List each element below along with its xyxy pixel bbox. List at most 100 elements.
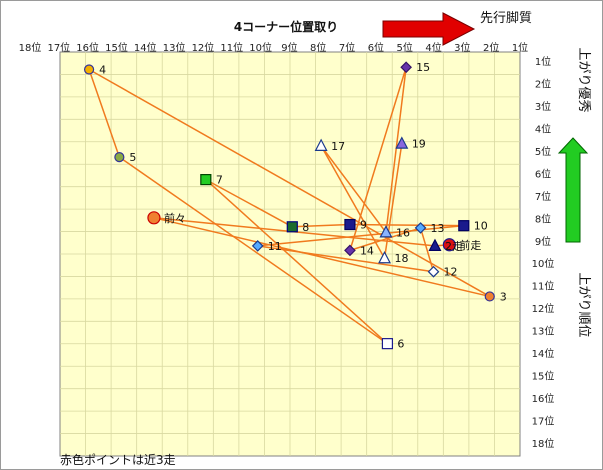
- point-label: 19: [412, 138, 426, 151]
- green-arrow-shape: [557, 137, 589, 243]
- point-label: 11: [268, 240, 282, 253]
- y-tick-label: 16位: [532, 392, 555, 405]
- point-marker-3: [484, 291, 495, 302]
- y-tick-label: 12位: [532, 302, 555, 315]
- point-label: 12: [444, 266, 458, 279]
- point-marker-11: [251, 240, 264, 252]
- arrow-top-label: 先行脚質: [480, 10, 532, 26]
- x-tick-label: 6位: [368, 41, 384, 54]
- x-tick-label: 3位: [454, 41, 470, 54]
- point-marker-17: [314, 138, 328, 151]
- x-tick-label: 4位: [425, 41, 441, 54]
- connection-line: [320, 145, 386, 259]
- point-label: 前走: [459, 238, 481, 252]
- y-tick-label: 4位: [535, 122, 551, 135]
- point-label: 16: [396, 226, 410, 239]
- connection-line: [383, 143, 403, 259]
- connection-line: [153, 217, 490, 298]
- y-tick-label: 5位: [535, 145, 551, 158]
- arrow-right-up-label: 上がり優秀: [576, 47, 591, 112]
- x-tick-labels: 18位 17位 16位 15位 14位 13位 12位 11位 10位 9位 8位 7位 6位 5位 4位 3…: [19, 41, 529, 54]
- point-label: 6: [397, 338, 404, 351]
- y-tick-label: 14位: [532, 347, 555, 360]
- point-label: 2走: [445, 240, 463, 253]
- point-label: 4: [99, 63, 106, 76]
- point-label: 17: [331, 140, 345, 153]
- point-marker-7: [200, 174, 212, 186]
- y-tick-label: 3位: [535, 100, 551, 113]
- point-marker-12: [427, 265, 440, 278]
- connection-line: [320, 145, 387, 233]
- connection-line: [118, 156, 388, 345]
- red-arrow-shape: [382, 12, 476, 46]
- connection-line: [205, 179, 388, 345]
- x-tick-label: 8位: [310, 41, 326, 54]
- point-label: 9: [360, 219, 367, 232]
- grid-lines: [60, 52, 520, 456]
- connection-line: [349, 67, 407, 251]
- y-tick-label: 7位: [535, 190, 551, 203]
- connection-line: [292, 223, 350, 228]
- point-marker-14: [344, 244, 356, 257]
- point-label: 14: [360, 244, 374, 257]
- x-tick-label: 11位: [220, 41, 243, 54]
- y-tick-label: 13位: [532, 325, 555, 338]
- point-marker-15: [400, 61, 412, 74]
- y-tick-label: 11位: [532, 280, 555, 293]
- x-tick-label: 7位: [339, 41, 355, 54]
- x-tick-label: 16位: [76, 41, 99, 54]
- x-tick-label: 12位: [192, 41, 215, 54]
- y-tick-labels: 1位 2位 3位 4位 5位 6位 7位 8位 9位 10位 11位 12位 13位 14位 15位 16位 1…: [532, 55, 555, 450]
- x-tick-label: 5位: [397, 41, 413, 54]
- point-marker-9: [344, 218, 356, 231]
- x-tick-label: 17位: [47, 41, 70, 54]
- point-marker-前々: [147, 211, 161, 225]
- y-tick-label: 2位: [535, 77, 551, 90]
- x-tick-label: 9位: [281, 41, 297, 54]
- green-arrow-icon: [557, 137, 589, 243]
- y-tick-label: 17位: [532, 415, 555, 428]
- connection-line: [349, 223, 464, 227]
- point-label: 8: [302, 221, 309, 234]
- connection-line: [349, 227, 421, 252]
- connection-line: [88, 69, 121, 158]
- point-marker-4: [83, 64, 95, 75]
- point-marker-前走: [442, 238, 456, 252]
- connection-line: [385, 67, 407, 233]
- point-label: 3: [500, 290, 507, 303]
- x-tick-label: 18位: [19, 41, 42, 54]
- connection-line: [257, 245, 434, 273]
- point-label: 7: [216, 174, 223, 187]
- x-tick-label: 2位: [483, 41, 499, 54]
- connection-line: [419, 227, 435, 272]
- red-arrow-icon: [382, 12, 476, 46]
- y-tick-label: 9位: [535, 235, 551, 248]
- point-marker-6: [381, 338, 394, 350]
- point-label: 13: [431, 222, 445, 235]
- connection-line: [205, 178, 293, 228]
- chart-title: 4コーナー位置取り: [234, 19, 338, 34]
- x-tick-label: 14位: [134, 41, 157, 54]
- footnote: 赤色ポイントは近3走: [60, 453, 176, 467]
- point-marker-2走: [428, 238, 442, 251]
- y-tick-label: 10位: [532, 257, 555, 270]
- x-tick-label: 1位: [512, 41, 528, 54]
- point-marker-18: [378, 250, 392, 264]
- point-marker-19: [395, 136, 409, 149]
- point-label: 15: [416, 61, 430, 74]
- y-tick-label: 15位: [532, 370, 555, 383]
- point-marker-10: [458, 220, 470, 232]
- x-tick-label: 13位: [163, 41, 186, 54]
- y-tick-label: 18位: [532, 437, 555, 450]
- connection-line: [88, 68, 491, 298]
- point-marker-8: [286, 221, 298, 233]
- point-label: 10: [474, 220, 488, 233]
- point-label: 5: [129, 151, 136, 164]
- connection-line: [257, 224, 464, 247]
- point-markers: [83, 61, 495, 350]
- x-tick-label: 10位: [249, 41, 272, 54]
- y-tick-label: 8位: [535, 212, 551, 225]
